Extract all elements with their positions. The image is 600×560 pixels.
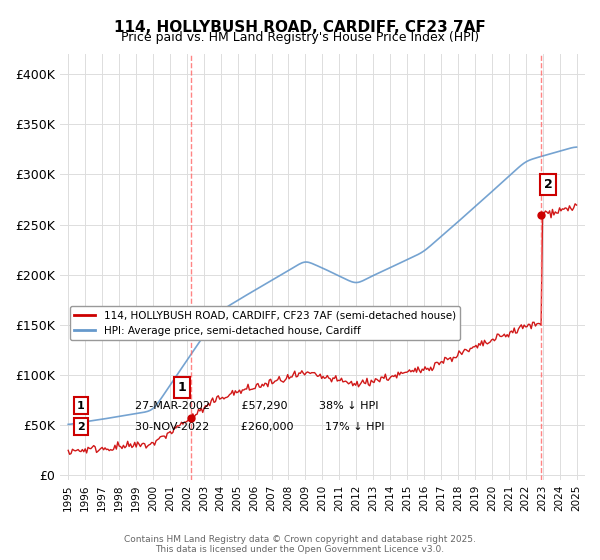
Text: Contains HM Land Registry data © Crown copyright and database right 2025.
This d: Contains HM Land Registry data © Crown c… <box>124 535 476 554</box>
Text: Price paid vs. HM Land Registry's House Price Index (HPI): Price paid vs. HM Land Registry's House … <box>121 31 479 44</box>
Text: 1: 1 <box>77 400 85 410</box>
Text: 114, HOLLYBUSH ROAD, CARDIFF, CF23 7AF: 114, HOLLYBUSH ROAD, CARDIFF, CF23 7AF <box>114 20 486 35</box>
Legend: 114, HOLLYBUSH ROAD, CARDIFF, CF23 7AF (semi-detached house), HPI: Average price: 114, HOLLYBUSH ROAD, CARDIFF, CF23 7AF (… <box>70 306 460 340</box>
Text: 1: 1 <box>178 381 187 394</box>
Text: 27-MAR-2002         £57,290         38% ↓ HPI: 27-MAR-2002 £57,290 38% ↓ HPI <box>128 400 379 410</box>
Text: 2: 2 <box>544 178 553 191</box>
Text: 30-NOV-2022         £260,000         17% ↓ HPI: 30-NOV-2022 £260,000 17% ↓ HPI <box>128 422 385 432</box>
Text: 2: 2 <box>77 422 85 432</box>
